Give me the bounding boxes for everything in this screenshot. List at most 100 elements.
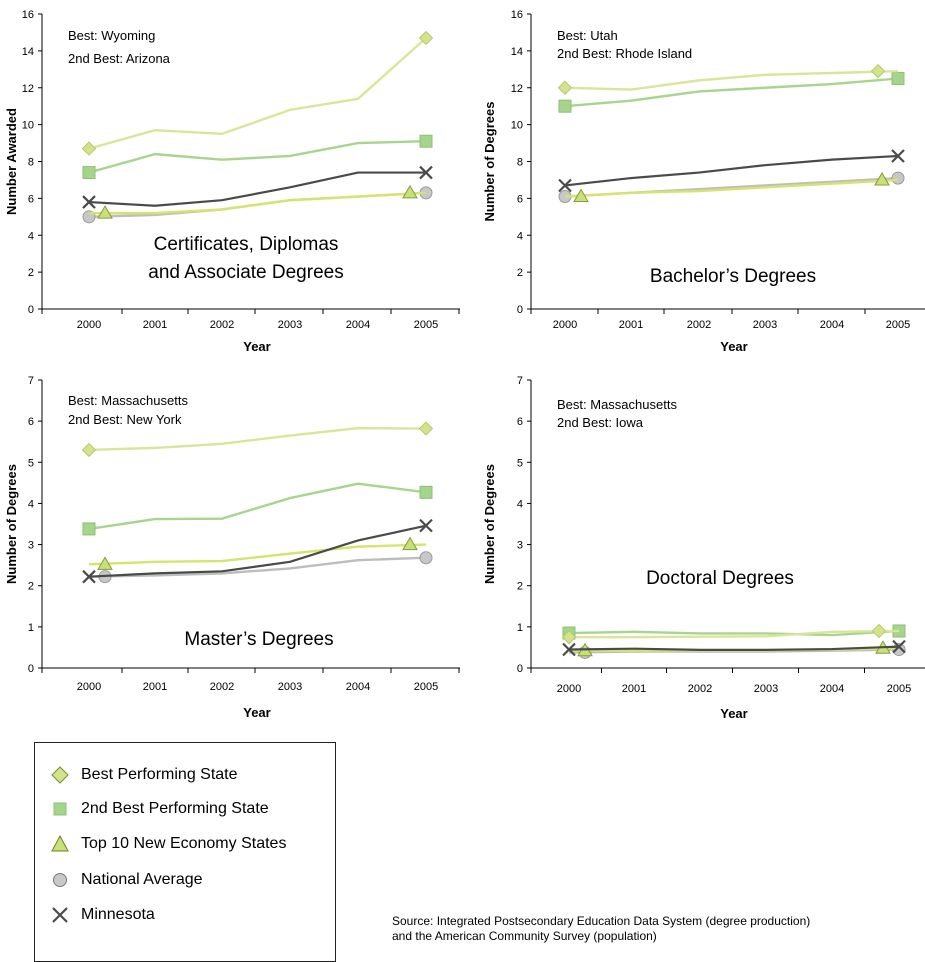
x-marker-icon [52,907,68,923]
x-tick-label: 2002 [687,319,711,331]
diamond-marker-icon [51,766,69,784]
panel-title: Doctoral Degrees [646,568,794,589]
x-tick-label: 2004 [820,683,844,695]
marker-best [81,141,97,156]
x-axis-label: Year [720,339,747,354]
marker-best [557,80,573,95]
y-axis-label: Number of Degrees [482,464,497,584]
y-tick-label: 4 [517,498,523,510]
marker-best [870,63,886,79]
source-line-1: Source: Integrated Postsecondary Educati… [392,914,811,928]
marker-second [419,134,433,148]
y-tick-label: 6 [28,416,34,428]
y-tick-label: 16 [22,9,34,21]
marker-minnesota [892,639,906,654]
panel-title: and Associate Degrees [148,262,343,283]
marker-national [419,551,433,565]
marker-top10 [402,184,418,199]
marker-second [82,166,96,180]
panel-title: Certificates, Diplomas [154,234,339,255]
x-tick-label: 2000 [553,319,577,331]
x-axis-label: Year [243,705,270,720]
chart-panel-certificates: 0 2 4 6 8 10 12 14 16 2000 2001 2002 2003 2004 2005 Yea… [4,9,460,354]
x-tick-label: 2001 [619,319,643,331]
y-axis-label: Number Awarded [4,108,19,215]
y-tick-label: 0 [517,304,523,316]
x-tick-label: 2002 [210,319,234,331]
marker-minnesota [562,642,576,657]
legend-item-second: 2nd Best Performing State [49,797,269,821]
source-note: Source: Integrated Postsecondary Educati… [392,914,925,944]
series-line-minnesota [88,171,426,207]
marker-best [418,421,434,436]
y-tick-label: 1 [517,622,523,634]
marker-best [871,623,887,639]
legend-label-top10: Top 10 New Economy States [81,835,287,852]
chart-panel-doctoral: 0 1 2 3 4 5 6 7 2000 2001 2002 2003 2004 2005 Year Numb… [482,375,925,721]
panel-title: Bachelor’s Degrees [650,266,816,287]
marker-second [891,72,905,86]
marker-best [81,442,97,458]
series-line-best [564,69,899,91]
y-tick-label: 7 [517,375,523,387]
y-tick-label: 8 [28,157,34,169]
y-tick-label: 12 [511,83,523,95]
series-line-top10 [88,543,427,566]
x-tick-label: 2005 [414,681,438,693]
x-tick-label: 2004 [346,681,370,693]
y-tick-label: 4 [517,230,523,242]
x-tick-label: 2005 [886,319,910,331]
x-tick-label: 2002 [210,681,234,693]
second-best-state-label: 2nd Best: Iowa [557,415,644,430]
best-state-label: Best: Massachusetts [557,397,677,412]
y-tick-label: 6 [28,193,34,205]
y-tick-label: 10 [511,120,523,132]
marker-national [891,171,905,185]
marker-minnesota [419,165,433,180]
series-line-minnesota [568,645,900,651]
second-best-state-label: 2nd Best: Arizona [68,51,171,66]
legend-label-second: 2nd Best Performing State [81,800,269,817]
y-tick-label: 10 [22,120,34,132]
series-line-second [88,482,427,531]
y-axis-label: Number of Degrees [482,102,497,222]
series-line-national [88,556,427,578]
x-tick-label: 2003 [753,319,777,331]
x-tick-label: 2003 [278,319,302,331]
x-tick-label: 2000 [557,683,581,695]
marker-second [419,485,433,499]
series-line-second [88,140,427,174]
source-line-2: and the American Community Survey (popul… [392,929,657,943]
marker-best [561,629,577,645]
best-state-label: Best: Massachusetts [68,393,188,408]
legend: Best Performing State 2nd Best Performin… [34,742,336,962]
x-tick-label: 2004 [820,319,844,331]
y-tick-label: 2 [28,267,34,279]
y-tick-label: 3 [517,540,523,552]
x-tick-label: 2003 [278,681,302,693]
series-line-best [569,629,900,639]
y-tick-label: 5 [28,457,34,469]
legend-item-best: Best Performing State [49,763,238,787]
x-tick-label: 2005 [414,319,438,331]
series-line-best [88,37,427,150]
y-tick-label: 0 [28,304,34,316]
legend-label-minnesota: Minnesota [81,906,155,923]
x-tick-label: 2001 [143,681,167,693]
x-tick-label: 2001 [622,683,646,695]
second-best-state-label: 2nd Best: Rhode Island [557,46,692,61]
series-line-best [88,426,427,452]
marker-top10 [97,556,113,570]
y-tick-label: 14 [22,46,34,58]
legend-item-minnesota: Minnesota [49,903,155,927]
legend-item-national: National Average [49,868,203,892]
panel-title: Master’s Degrees [184,629,333,650]
y-tick-label: 6 [517,416,523,428]
y-tick-label: 3 [28,540,34,552]
square-marker-icon [53,802,67,816]
y-tick-label: 14 [511,46,523,58]
y-tick-label: 8 [517,157,523,169]
marker-second [558,99,572,113]
marker-top10 [97,205,113,219]
